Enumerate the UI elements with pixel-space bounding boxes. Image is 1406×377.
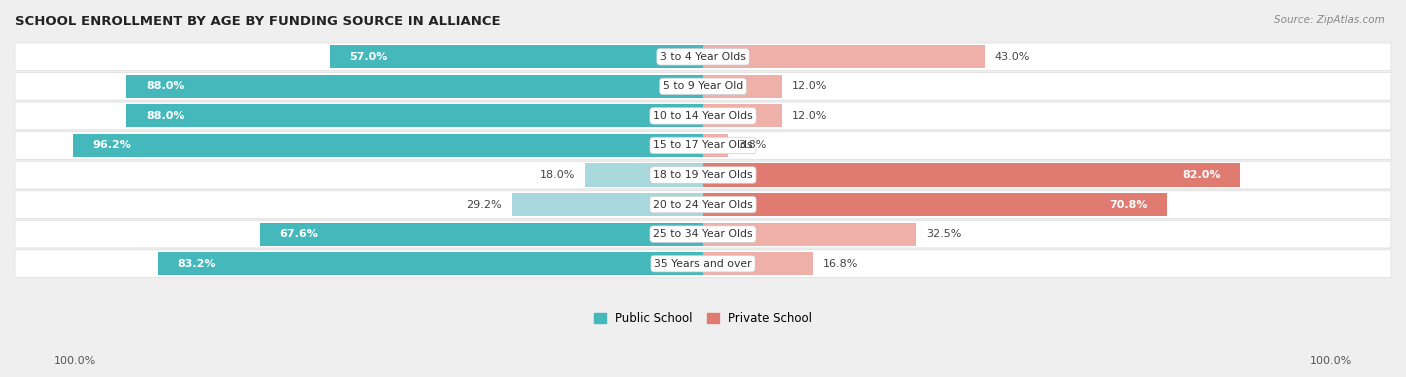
Text: 16.8%: 16.8% [823, 259, 858, 269]
Text: 10 to 14 Year Olds: 10 to 14 Year Olds [654, 111, 752, 121]
Text: 3.8%: 3.8% [738, 141, 766, 150]
Text: 88.0%: 88.0% [146, 111, 184, 121]
Bar [73, 134, 703, 157]
Text: 96.2%: 96.2% [93, 141, 131, 150]
Text: Source: ZipAtlas.com: Source: ZipAtlas.com [1274, 15, 1385, 25]
Bar [127, 104, 703, 127]
Text: 12.0%: 12.0% [792, 111, 827, 121]
Text: 20 to 24 Year Olds: 20 to 24 Year Olds [654, 199, 752, 210]
Text: 82.0%: 82.0% [1182, 170, 1220, 180]
Text: 5 to 9 Year Old: 5 to 9 Year Old [662, 81, 744, 91]
Bar [703, 222, 915, 246]
Bar [703, 45, 984, 68]
FancyBboxPatch shape [15, 161, 1391, 189]
Bar [703, 164, 1240, 187]
Bar [703, 75, 782, 98]
FancyBboxPatch shape [15, 72, 1391, 100]
Bar [585, 164, 703, 187]
Text: 18 to 19 Year Olds: 18 to 19 Year Olds [654, 170, 752, 180]
Text: 43.0%: 43.0% [994, 52, 1031, 62]
Bar [703, 134, 728, 157]
FancyBboxPatch shape [15, 220, 1391, 248]
Text: 83.2%: 83.2% [177, 259, 217, 269]
Text: 3 to 4 Year Olds: 3 to 4 Year Olds [659, 52, 747, 62]
Text: 88.0%: 88.0% [146, 81, 184, 91]
Text: 12.0%: 12.0% [792, 81, 827, 91]
Text: 25 to 34 Year Olds: 25 to 34 Year Olds [654, 229, 752, 239]
Text: 57.0%: 57.0% [349, 52, 388, 62]
FancyBboxPatch shape [15, 132, 1391, 159]
FancyBboxPatch shape [15, 43, 1391, 70]
Text: 100.0%: 100.0% [1310, 356, 1353, 366]
Text: 18.0%: 18.0% [540, 170, 575, 180]
Bar [260, 222, 703, 246]
FancyBboxPatch shape [15, 102, 1391, 130]
Bar [512, 193, 703, 216]
FancyBboxPatch shape [15, 191, 1391, 218]
Text: 70.8%: 70.8% [1109, 199, 1147, 210]
Bar [157, 252, 703, 275]
Bar [329, 45, 703, 68]
Bar [127, 75, 703, 98]
Text: 67.6%: 67.6% [280, 229, 319, 239]
Legend: Public School, Private School: Public School, Private School [589, 307, 817, 329]
Text: 35 Years and over: 35 Years and over [654, 259, 752, 269]
Text: 15 to 17 Year Olds: 15 to 17 Year Olds [654, 141, 752, 150]
Text: 29.2%: 29.2% [467, 199, 502, 210]
Text: SCHOOL ENROLLMENT BY AGE BY FUNDING SOURCE IN ALLIANCE: SCHOOL ENROLLMENT BY AGE BY FUNDING SOUR… [15, 15, 501, 28]
Text: 100.0%: 100.0% [53, 356, 96, 366]
Bar [703, 193, 1167, 216]
FancyBboxPatch shape [15, 250, 1391, 277]
Bar [703, 104, 782, 127]
Text: 32.5%: 32.5% [925, 229, 962, 239]
Bar [703, 252, 813, 275]
